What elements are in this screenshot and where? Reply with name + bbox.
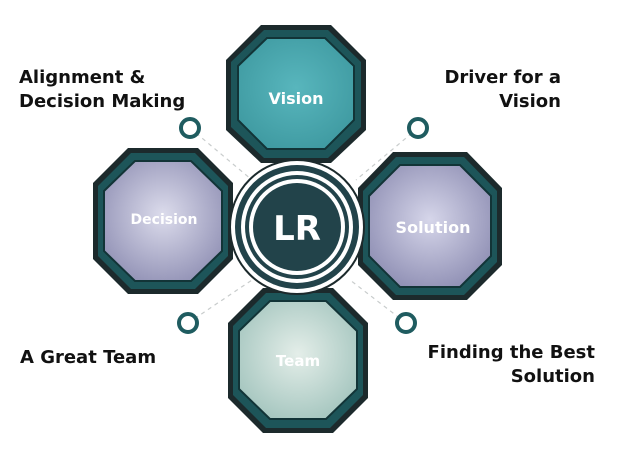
connector-circle-alignment	[179, 117, 201, 139]
callout-alignment: Alignment & Decision Making	[19, 66, 185, 114]
connector-line-driver	[355, 127, 419, 181]
callout-best-solution-line1: Finding the Best	[427, 342, 595, 363]
callout-best-solution-line2: Solution	[510, 366, 595, 387]
connector-circle-best	[395, 312, 417, 334]
hexagon-vision: Vision	[226, 25, 366, 163]
callout-alignment-line2: Decision Making	[19, 91, 186, 112]
callout-driver-line1: Driver for a	[444, 67, 561, 88]
callout-great-team-line1: A Great Team	[20, 347, 157, 368]
callout-best-solution: Finding the Best Solution	[428, 341, 595, 389]
hexagon-team: Team	[228, 288, 368, 433]
hexagon-decision: Decision	[93, 148, 233, 294]
connector-line-best	[349, 279, 407, 324]
center-emblem: LR	[229, 159, 365, 295]
callout-great-team: A Great Team	[20, 346, 156, 370]
connector-lines	[187, 127, 419, 324]
hexagon-decision-label: Decision	[131, 212, 198, 228]
connector-line-team	[187, 279, 253, 324]
callout-driver: Driver for a Vision	[444, 66, 561, 114]
connector-circle-team	[177, 312, 199, 334]
hexagon-vision-label: Vision	[269, 89, 324, 108]
callout-driver-line2: Vision	[499, 91, 561, 112]
callout-alignment-line1: Alignment &	[19, 67, 146, 88]
hexagon-solution-label: Solution	[396, 218, 471, 237]
center-label: LR	[273, 209, 321, 249]
hexagon-team-label: Team	[276, 352, 320, 370]
connector-line-alignment	[189, 127, 253, 181]
hexagon-solution: Solution	[358, 152, 502, 300]
connector-circle-driver	[407, 117, 429, 139]
